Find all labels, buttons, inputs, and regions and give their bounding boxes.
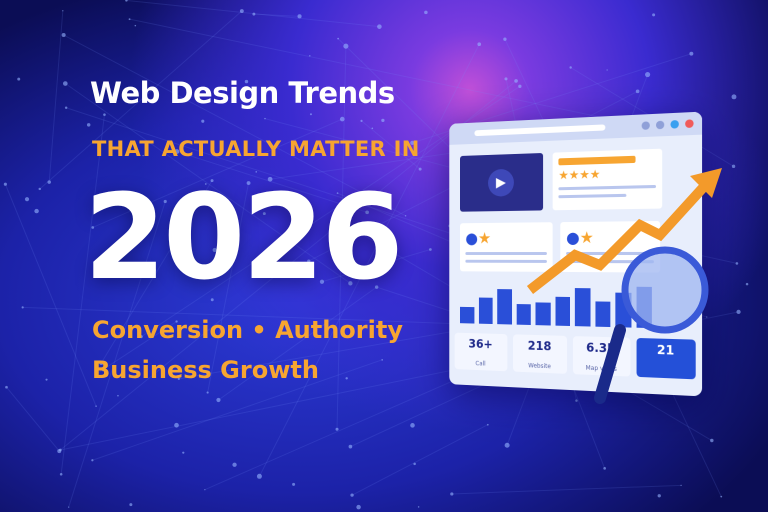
tagline-2: Business Growth — [92, 356, 319, 384]
trend-arrow-icon — [526, 176, 714, 294]
trend-arrow-head — [690, 168, 722, 198]
headline-year: 2026 — [84, 168, 403, 306]
headline-subtitle: THAT ACTUALLY MATTER IN — [92, 137, 420, 161]
headline-title: Web Design Trends — [90, 76, 395, 110]
magnifier-icon — [594, 246, 709, 404]
tagline-1: Conversion • Authority — [92, 316, 403, 344]
